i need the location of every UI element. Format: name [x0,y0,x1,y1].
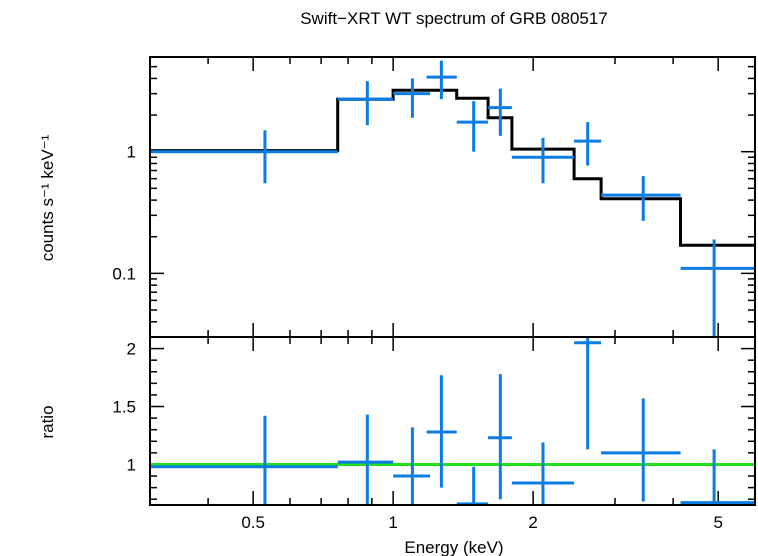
ratio-point [456,466,489,506]
ratio-point [574,337,602,450]
ratio-data-points [150,337,755,506]
model-step-curve [150,88,755,247]
spectrum-plot-frame [149,56,756,338]
ratio-point [393,427,430,505]
spectrum-panel: 0.11 [112,56,756,338]
ratio-plot-frame [149,336,756,506]
spectrum-point [456,101,489,152]
ratio-point [680,449,755,505]
ratio-ticks [149,336,756,505]
spectrum-ticks [149,56,756,338]
ratio-point [601,398,681,502]
spectrum-y-tick-label: 1 [127,143,136,162]
ratio-point [337,414,394,505]
ratio-panel: 1 1.5 2 0.5 1 2 5 [112,336,756,532]
ratio-point [426,375,457,488]
spectrum-point [426,60,457,100]
spectrum-y-tick-label: 0.1 [112,264,136,283]
spectrum-point [511,137,575,184]
x-axis-label: Energy (keV) [404,538,503,556]
ratio-point [150,415,338,505]
x-tick-label: 2 [528,513,537,532]
x-tick-label: 1 [388,513,397,532]
spectrum-y-axis-label: counts s⁻¹ keV⁻¹ [38,134,57,261]
ratio-point [511,442,575,505]
ratio-y-tick-label: 1.5 [112,398,136,417]
ratio-y-tick-label: 2 [127,340,136,359]
spectrum-point [601,176,681,221]
ratio-point [488,374,512,500]
spectrum-point [150,130,338,184]
spectrum-tick-labels: 0.11 [112,143,136,284]
chart-title: Swift−XRT WT spectrum of GRB 080517 [300,9,608,28]
ratio-tick-labels: 1 1.5 2 0.5 1 2 5 [112,340,723,532]
spectrum-point [488,88,512,136]
spectrum-point [393,78,430,118]
spectrum-data-points [150,60,755,337]
spectrum-point [680,239,755,337]
spectrum-point [574,122,602,166]
x-tick-label: 0.5 [241,513,265,532]
ratio-y-axis-label: ratio [38,405,57,438]
model-curve [150,88,755,247]
x-tick-label: 5 [713,513,722,532]
spectrum-point [337,81,394,126]
ratio-y-tick-label: 1 [127,455,136,474]
